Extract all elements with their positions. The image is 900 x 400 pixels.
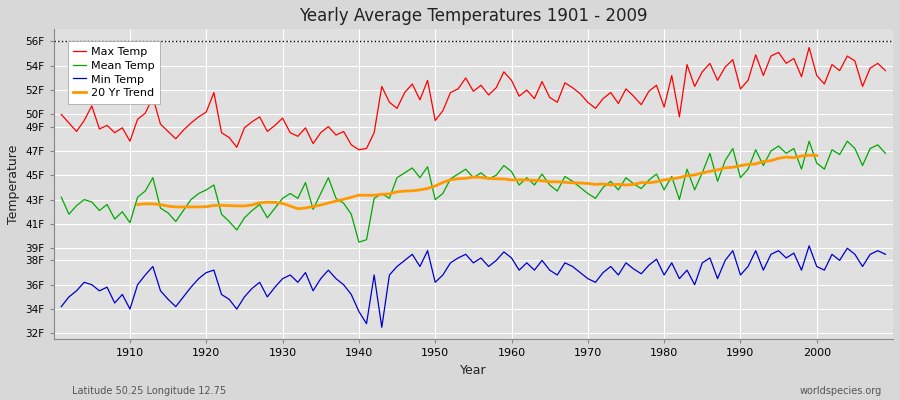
Min Temp	[514, 268, 525, 272]
Line: Max Temp: Max Temp	[61, 48, 886, 150]
Mean Temp	[506, 169, 517, 174]
20 Yr Trend	[613, 182, 624, 187]
Max Temp	[330, 133, 341, 138]
Min Temp	[804, 244, 814, 248]
Max Temp	[514, 94, 525, 98]
20 Yr Trend	[705, 169, 716, 174]
Max Temp	[56, 112, 67, 117]
Title: Yearly Average Temperatures 1901 - 2009: Yearly Average Temperatures 1901 - 2009	[299, 7, 648, 25]
Max Temp	[506, 78, 517, 83]
Mean Temp	[354, 240, 364, 244]
20 Yr Trend	[346, 195, 356, 200]
Y-axis label: Temperature: Temperature	[7, 145, 20, 224]
Max Temp	[880, 68, 891, 73]
Max Temp	[606, 90, 616, 95]
Line: 20 Yr Trend: 20 Yr Trend	[138, 155, 816, 209]
20 Yr Trend	[811, 153, 822, 158]
Line: Mean Temp: Mean Temp	[61, 141, 886, 242]
20 Yr Trend	[720, 166, 731, 170]
Min Temp	[880, 252, 891, 257]
Min Temp	[506, 256, 517, 260]
20 Yr Trend	[132, 202, 143, 207]
Mean Temp	[330, 196, 341, 201]
Line: Min Temp: Min Temp	[61, 246, 886, 327]
20 Yr Trend	[804, 153, 814, 158]
Max Temp	[284, 130, 295, 135]
Text: Latitude 50.25 Longitude 12.75: Latitude 50.25 Longitude 12.75	[72, 386, 226, 396]
Max Temp	[804, 45, 814, 50]
Mean Temp	[117, 209, 128, 214]
Min Temp	[117, 292, 128, 297]
Max Temp	[117, 126, 128, 130]
Legend: Max Temp, Mean Temp, Min Temp, 20 Yr Trend: Max Temp, Mean Temp, Min Temp, 20 Yr Tre…	[68, 41, 160, 104]
Min Temp	[376, 325, 387, 330]
Max Temp	[354, 147, 364, 152]
Mean Temp	[284, 191, 295, 196]
20 Yr Trend	[224, 203, 235, 208]
20 Yr Trend	[292, 206, 303, 211]
Mean Temp	[606, 179, 616, 184]
Mean Temp	[880, 151, 891, 156]
X-axis label: Year: Year	[460, 364, 487, 377]
Min Temp	[606, 264, 616, 269]
Mean Temp	[56, 195, 67, 200]
Min Temp	[284, 273, 295, 278]
Mean Temp	[514, 182, 525, 187]
Text: worldspecies.org: worldspecies.org	[800, 386, 882, 396]
Min Temp	[56, 304, 67, 309]
20 Yr Trend	[788, 155, 799, 160]
Mean Temp	[804, 139, 814, 144]
Min Temp	[330, 276, 341, 281]
